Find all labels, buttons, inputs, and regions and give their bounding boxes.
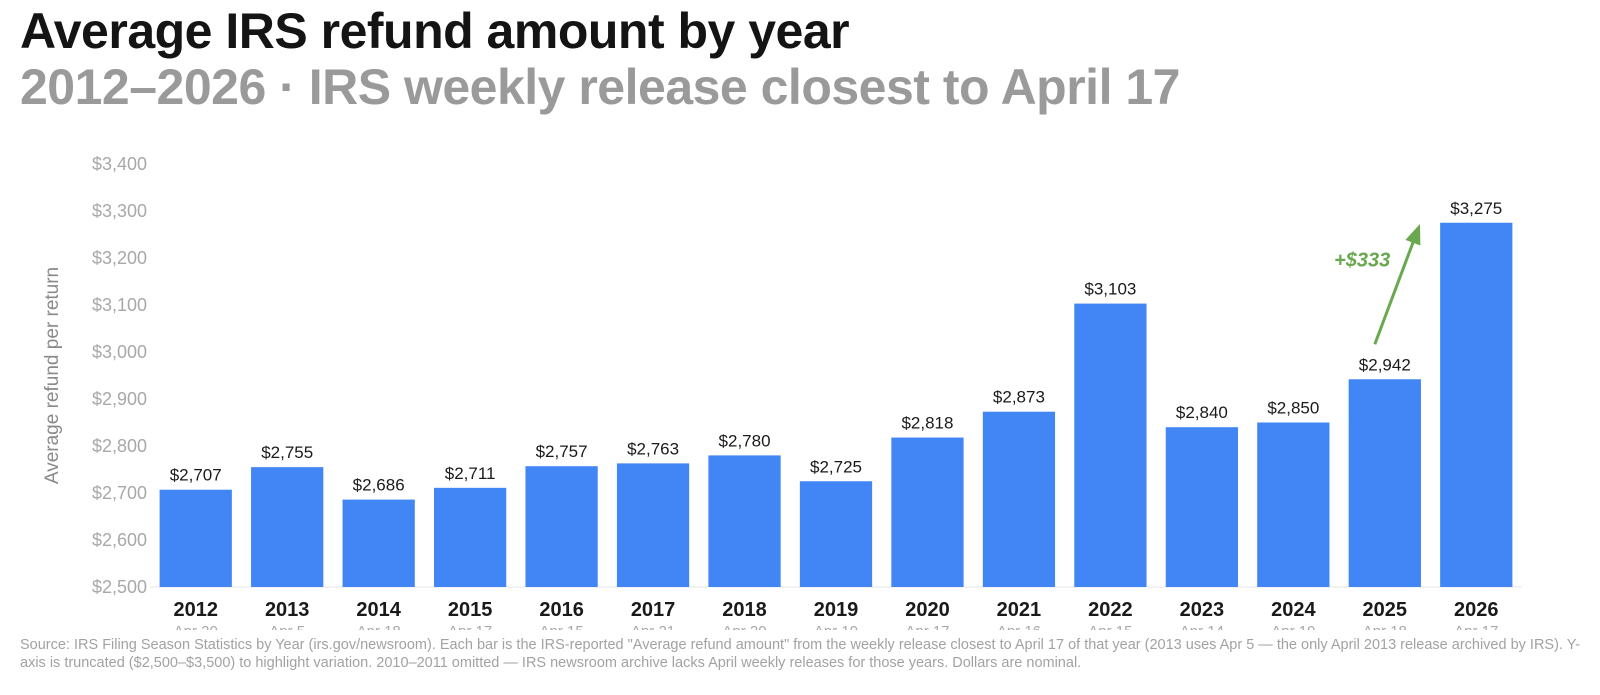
bar-2022: [1074, 303, 1147, 587]
x-tick-label: 2026: [1454, 599, 1499, 621]
y-tick-label: $2,900: [92, 389, 147, 409]
bar-value-label: $3,103: [1084, 280, 1136, 299]
bar-2016: [525, 466, 598, 587]
bar-value-label: $2,818: [901, 414, 953, 433]
x-tick-label: 2020: [905, 599, 950, 621]
bar-value-label: $2,711: [445, 464, 496, 483]
y-tick-label: $3,300: [92, 201, 147, 221]
annotation-label: +$333: [1334, 249, 1390, 271]
x-tick-label: 2023: [1180, 599, 1225, 621]
bar-2014: [342, 499, 415, 587]
source-note: Source: IRS Filing Season Statistics by …: [20, 637, 1580, 671]
bar-chart: Average refund per return $2,500 $2,600 $2,…: [42, 154, 1522, 630]
bar-value-label: $2,873: [993, 388, 1045, 407]
bar-2013: [251, 467, 324, 587]
x-tick-label: 2017: [631, 599, 676, 621]
y-tick-label: $3,100: [92, 295, 147, 315]
bar-2020: [891, 437, 964, 587]
annotation-arrow-shaft: [1373, 227, 1420, 345]
y-tick-label: $2,700: [92, 483, 147, 503]
x-tick-sublabel: Apr 20: [722, 623, 766, 630]
y-tick-label: $3,200: [92, 248, 147, 268]
chart-subtitle: 2012–2026 · IRS weekly release closest t…: [20, 59, 1180, 115]
bar-value-label: $2,686: [353, 476, 405, 495]
x-tick-label: 2021: [997, 599, 1042, 621]
bar-value-label: $2,757: [536, 442, 588, 461]
bar-value-label: $2,707: [170, 466, 222, 485]
bar-2017: [616, 463, 690, 587]
y-tick-label: $2,800: [92, 436, 147, 456]
x-tick-sublabel: Apr 18: [357, 623, 401, 630]
y-tick-label: $2,500: [92, 577, 147, 597]
bar-value-label: $2,725: [810, 457, 862, 476]
x-tick-sublabel: Apr 5: [269, 623, 305, 630]
y-axis-label: Average refund per return: [42, 267, 63, 484]
bar-2024: [1257, 422, 1330, 587]
bar-2012: [159, 489, 232, 587]
bar-value-label: $2,942: [1359, 355, 1411, 374]
bar-value-label: $2,780: [719, 431, 771, 450]
x-tick-sublabel: Apr 17: [1454, 623, 1498, 630]
x-tick-sublabel: Apr 14: [1180, 623, 1224, 630]
bar-2026: [1440, 222, 1513, 587]
bar-value-label: $2,755: [261, 443, 313, 462]
y-tick-label: $3,000: [92, 342, 147, 362]
x-tick-label: 2019: [814, 599, 859, 621]
x-tick-sublabel: Apr 20: [174, 623, 218, 630]
chart-title: Average IRS refund amount by year: [20, 3, 850, 59]
x-tick-label: 2024: [1271, 599, 1316, 621]
x-tick-sublabel: Apr 19: [1271, 623, 1315, 630]
bar-2025: [1348, 379, 1421, 587]
bar-2021: [982, 411, 1056, 587]
y-tick-label: $2,600: [92, 530, 147, 550]
x-tick-sublabel: Apr 16: [997, 623, 1041, 630]
x-tick-sublabel: Apr 17: [905, 623, 949, 630]
x-tick-label: 2025: [1363, 599, 1408, 621]
bar-2019: [799, 481, 873, 587]
y-tick-label: $3,400: [92, 154, 147, 174]
bar-value-label: $2,850: [1267, 399, 1319, 418]
x-tick-sublabel: Apr 18: [1363, 623, 1407, 630]
x-tick-label: 2014: [356, 599, 401, 621]
x-tick-label: 2012: [173, 599, 218, 621]
x-tick-label: 2015: [448, 599, 493, 621]
x-tick-sublabel: Apr 15: [539, 623, 583, 630]
x-tick-sublabel: Apr 19: [814, 623, 858, 630]
bar-value-label: $2,840: [1176, 403, 1228, 422]
bar-value-label: $3,275: [1450, 199, 1502, 218]
bar-2023: [1165, 427, 1238, 587]
bar-2015: [434, 487, 507, 587]
x-tick-label: 2013: [265, 599, 310, 621]
bar-value-label: $2,763: [627, 439, 679, 458]
annotation-arrow-head: [1405, 224, 1421, 246]
x-tick-label: 2018: [722, 599, 767, 621]
x-tick-sublabel: Apr 21: [631, 623, 675, 630]
bar-2018: [708, 455, 781, 587]
x-tick-label: 2016: [539, 599, 584, 621]
x-tick-label: 2022: [1088, 599, 1133, 621]
x-tick-sublabel: Apr 17: [448, 623, 492, 630]
x-tick-sublabel: Apr 15: [1088, 623, 1132, 630]
